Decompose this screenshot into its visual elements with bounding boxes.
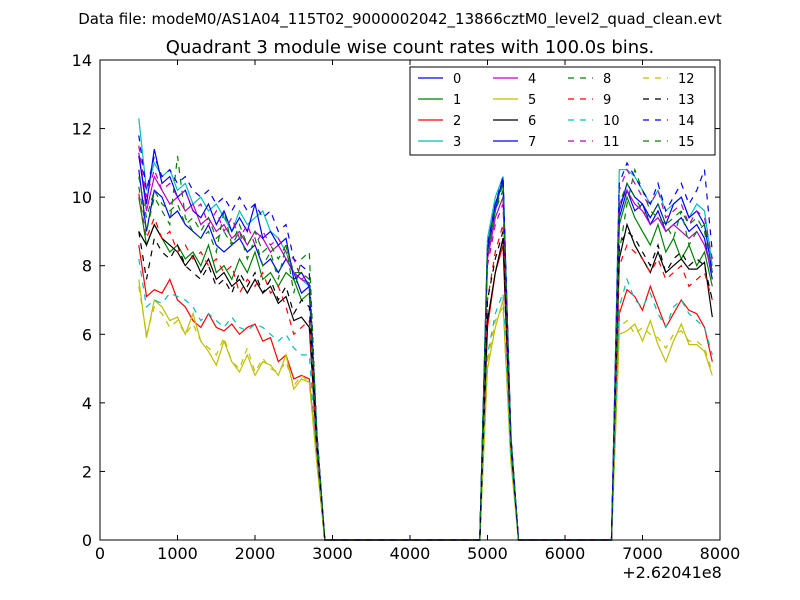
x-tick-label: 1000 — [157, 544, 198, 563]
axis-ticks: 0 1000 2000 3000 4000 5000 6000 7000 80000246810… — [72, 51, 741, 563]
y-tick-label: 10 — [72, 188, 92, 207]
suptitle: Data file: modeM0/AS1A04_115T02_90000020… — [78, 10, 722, 29]
legend-label-11: 11 — [603, 135, 620, 150]
legend-label-2: 2 — [453, 114, 461, 129]
series-line-13 — [138, 230, 713, 541]
legend-label-13: 13 — [678, 93, 695, 108]
x-tick-label: 2000 — [235, 544, 276, 563]
y-tick-label: 2 — [82, 462, 92, 481]
x-tick-label: 6000 — [545, 544, 586, 563]
series-line-8 — [138, 155, 713, 541]
x-tick-label: 8000 — [700, 544, 741, 563]
legend-label-5: 5 — [528, 93, 536, 108]
legend-label-9: 9 — [603, 93, 611, 108]
legend-label-0: 0 — [453, 72, 461, 87]
y-tick-label: 4 — [82, 394, 92, 413]
y-tick-label: 14 — [72, 51, 92, 70]
legend-label-6: 6 — [528, 114, 536, 129]
series-line-1 — [138, 183, 713, 541]
legend-label-1: 1 — [453, 93, 461, 108]
legend-frame — [409, 66, 716, 156]
legend-label-3: 3 — [453, 135, 461, 150]
x-tick-label: 4000 — [390, 544, 431, 563]
legend-label-7: 7 — [528, 135, 536, 150]
series-line-4 — [138, 152, 713, 541]
x-tick-label: 5000 — [467, 544, 508, 563]
legend-label-15: 15 — [678, 135, 695, 150]
legend-label-12: 12 — [678, 72, 695, 87]
x-tick-label: 3000 — [312, 544, 353, 563]
series-layer — [138, 118, 713, 541]
y-tick-label: 0 — [82, 531, 92, 550]
series-line-9 — [138, 193, 713, 541]
legend-label-8: 8 — [603, 72, 611, 87]
series-line-3 — [138, 118, 713, 541]
y-tick-label: 8 — [82, 257, 92, 276]
series-line-12 — [138, 286, 713, 541]
x-tick-label: 7000 — [622, 544, 663, 563]
legend-label-10: 10 — [603, 114, 620, 129]
x-offset-label: +2.62041e8 — [622, 563, 722, 582]
y-tick-label: 6 — [82, 325, 92, 344]
series-line-6 — [138, 222, 713, 541]
legend-label-14: 14 — [678, 114, 695, 129]
chart-title: Quadrant 3 module wise count rates with … — [166, 37, 655, 58]
legend-label-4: 4 — [528, 72, 536, 87]
series-line-2 — [138, 244, 713, 541]
series-line-10 — [138, 258, 713, 541]
series-line-5 — [138, 279, 713, 541]
x-tick-label: 0 — [95, 544, 105, 563]
y-tick-label: 12 — [72, 120, 92, 139]
series-line-14 — [138, 135, 713, 541]
